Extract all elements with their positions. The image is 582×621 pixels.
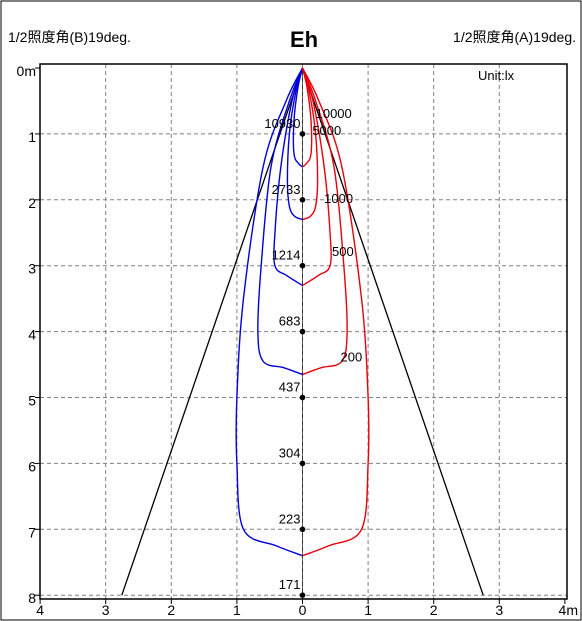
iso-lux-curve-a-5000	[301, 67, 319, 221]
x-tick-label: 1	[364, 602, 372, 618]
center-point	[299, 131, 306, 137]
y-tick-label: 3	[28, 261, 36, 277]
iso-lux-curve-a-200	[301, 67, 370, 557]
center-lux-label: 304	[279, 445, 301, 460]
y-tick-label: 8	[28, 590, 36, 606]
axis-ticks: 4 3 2 1 0 1 2 3 4m 0m 1 2 3 4 5 6 7 8	[17, 63, 578, 618]
x-tick-label: 4	[36, 602, 44, 618]
iso-lux-label: 1000	[324, 191, 353, 206]
center-point	[299, 197, 306, 203]
iso-lux-curve-b-10000	[292, 67, 304, 168]
unit-label: Unit:lx	[478, 68, 515, 83]
x-tick-label: 3	[102, 602, 110, 618]
x-tick-label: 0	[299, 602, 307, 618]
center-lux-label: 223	[279, 511, 301, 526]
x-tick-label: 3	[495, 602, 503, 618]
right-half-angle-label: 1/2照度角(A)19deg.	[453, 29, 576, 45]
x-tick-label: 2	[167, 602, 175, 618]
iso-lux-curve-b-5000	[286, 67, 304, 221]
x-tick-label: 1	[233, 602, 241, 618]
center-lux-label: 2733	[272, 182, 301, 197]
iso-lux-curve-a-1000	[301, 67, 332, 287]
center-point	[299, 460, 306, 467]
center-point	[299, 262, 306, 269]
y-tick-label: 0m	[17, 63, 36, 79]
x-tick-label: 4m	[559, 602, 578, 618]
iso-lux-curves: 10000 5000 1000 500 200	[235, 67, 370, 557]
center-point	[299, 592, 306, 598]
iso-lux-curve-a-10000	[301, 67, 313, 168]
y-tick-label: 7	[28, 524, 36, 540]
center-illuminance-points: 10930 2733 1214 683 437 304 223 171	[264, 116, 306, 598]
center-lux-label: 437	[279, 380, 301, 395]
center-point	[299, 328, 306, 335]
center-point	[299, 394, 306, 401]
iso-lux-label: 200	[341, 349, 363, 364]
center-lux-label: 1214	[272, 248, 301, 263]
iso-lux-label: 500	[332, 244, 354, 259]
y-tick-label: 5	[28, 393, 36, 409]
y-tick-label: 1	[28, 129, 36, 145]
beam-line-a	[301, 67, 484, 596]
y-tick-label: 6	[28, 458, 36, 474]
x-tick-label: 2	[430, 602, 438, 618]
iso-lux-curve-b-500	[257, 67, 304, 376]
center-point	[299, 526, 306, 533]
iso-lux-label: 10000	[316, 106, 352, 121]
center-lux-label: 683	[279, 314, 301, 329]
y-tick-label: 2	[28, 195, 36, 211]
left-half-angle-label: 1/2照度角(B)19deg.	[8, 29, 131, 45]
center-lux-label: 10930	[264, 116, 300, 131]
iso-lux-curve-b-1000	[273, 67, 304, 287]
center-lux-label: 171	[279, 577, 301, 592]
iso-lux-curve-b-200	[235, 67, 304, 557]
y-tick-label: 4	[28, 327, 36, 343]
plot-frame	[39, 63, 568, 600]
chart-title: Eh	[290, 27, 318, 52]
beam-line-b	[121, 67, 304, 596]
iso-lux-label: 5000	[312, 123, 341, 138]
iso-lux-curve-a-500	[301, 67, 348, 376]
